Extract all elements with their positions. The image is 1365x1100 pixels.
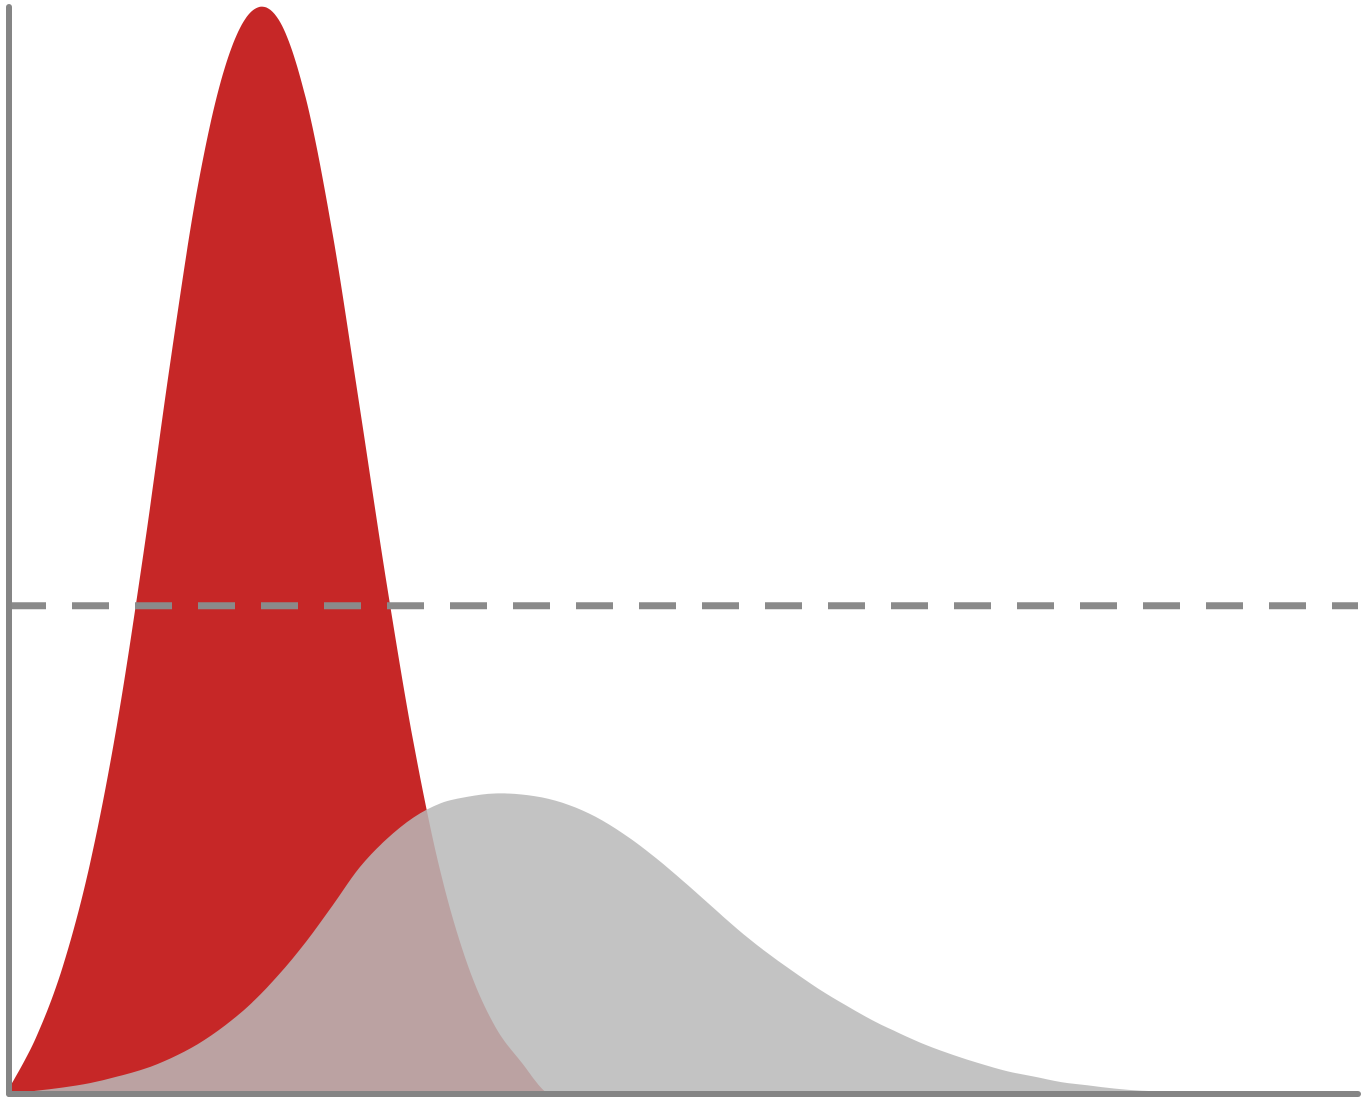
series-grey-area <box>9 793 1358 1094</box>
series-layer <box>9 6 1358 1095</box>
axis-layer <box>6 4 1361 1097</box>
series-red-area <box>9 6 1358 1095</box>
